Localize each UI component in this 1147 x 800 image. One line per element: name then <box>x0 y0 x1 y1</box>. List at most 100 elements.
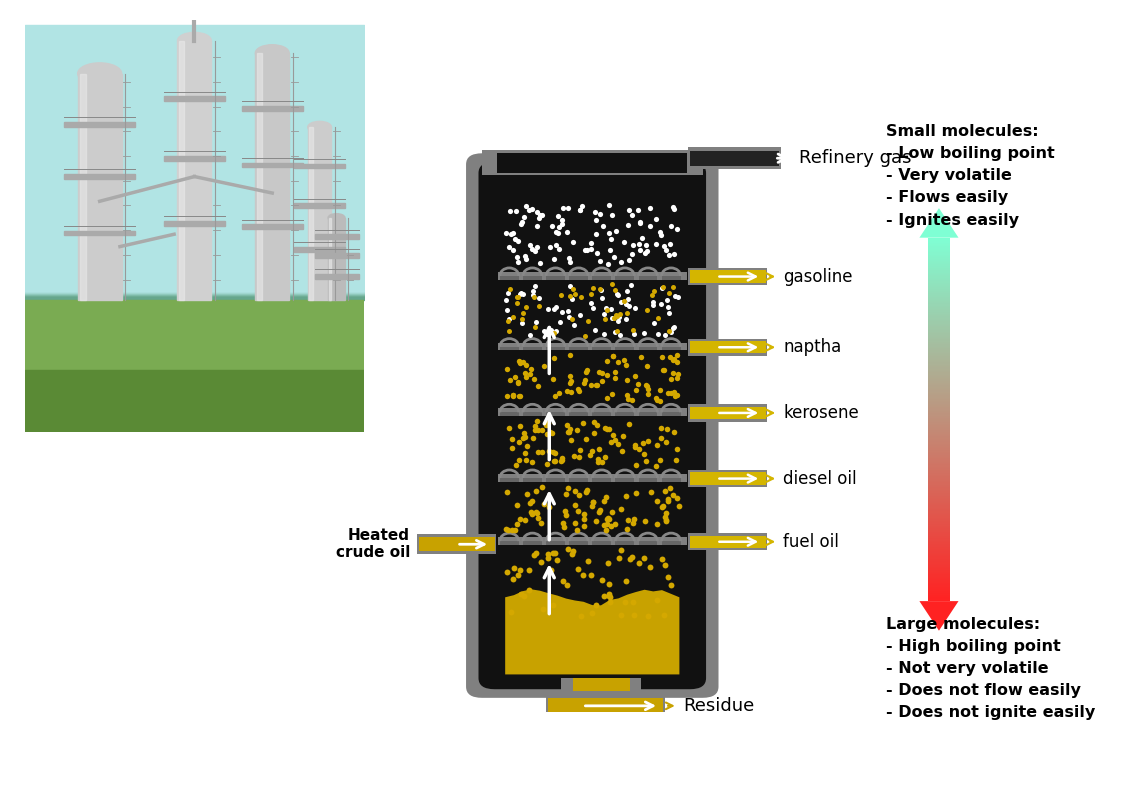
Bar <box>928 572 950 574</box>
Bar <box>592 346 611 350</box>
Point <box>565 516 584 529</box>
Point <box>654 280 672 293</box>
Point <box>651 298 670 310</box>
Point <box>615 236 633 249</box>
Bar <box>928 317 950 318</box>
Bar <box>928 349 950 350</box>
Bar <box>928 378 950 379</box>
Point <box>606 518 624 530</box>
Bar <box>690 151 779 166</box>
Point <box>508 297 526 310</box>
Bar <box>928 344 950 346</box>
Bar <box>523 541 541 545</box>
Point <box>570 489 588 502</box>
Point <box>512 587 530 600</box>
Point <box>535 325 553 338</box>
Point <box>582 288 600 301</box>
Bar <box>928 343 950 344</box>
Point <box>638 359 656 372</box>
Bar <box>928 310 950 311</box>
Point <box>615 430 633 442</box>
Point <box>507 498 525 511</box>
Point <box>595 328 614 341</box>
Point <box>561 279 579 292</box>
Bar <box>928 486 950 487</box>
Bar <box>928 445 950 446</box>
Point <box>563 236 582 249</box>
Point <box>623 247 641 260</box>
Bar <box>928 400 950 402</box>
Point <box>575 507 593 520</box>
Bar <box>546 346 565 350</box>
Point <box>662 372 680 385</box>
Point <box>514 306 532 319</box>
Point <box>668 348 686 361</box>
Bar <box>928 337 950 338</box>
Bar <box>928 263 950 264</box>
Bar <box>928 490 950 491</box>
Bar <box>928 554 950 555</box>
Point <box>600 198 618 211</box>
Bar <box>592 478 611 482</box>
Point <box>510 357 529 370</box>
Point <box>653 282 671 295</box>
FancyBboxPatch shape <box>466 154 718 698</box>
Bar <box>928 359 950 360</box>
Point <box>657 514 676 527</box>
Bar <box>928 566 950 567</box>
Bar <box>928 282 950 284</box>
Bar <box>928 414 950 416</box>
Bar <box>928 434 950 435</box>
Point <box>668 454 686 466</box>
Bar <box>164 96 225 101</box>
Point <box>647 212 665 225</box>
Point <box>531 257 549 270</box>
Bar <box>928 458 950 459</box>
Bar <box>928 318 950 319</box>
Bar <box>928 561 950 562</box>
Point <box>641 202 660 214</box>
Bar <box>179 41 185 300</box>
Point <box>526 424 545 437</box>
Point <box>611 609 630 622</box>
Bar <box>928 322 950 324</box>
Bar <box>928 476 950 478</box>
Bar <box>928 584 950 586</box>
Point <box>544 220 562 233</box>
Bar <box>928 429 950 430</box>
Point <box>629 203 647 216</box>
Point <box>600 513 618 526</box>
Bar <box>928 272 950 273</box>
Point <box>553 214 571 226</box>
Bar <box>928 256 950 257</box>
Point <box>598 392 616 405</box>
Point <box>651 454 670 466</box>
Bar <box>569 412 588 416</box>
Bar <box>928 598 950 600</box>
Point <box>662 238 680 250</box>
Point <box>524 373 543 386</box>
Bar <box>690 270 766 282</box>
Bar <box>690 473 766 485</box>
Point <box>593 574 611 587</box>
Point <box>583 569 601 582</box>
Point <box>658 492 677 505</box>
Point <box>500 240 518 253</box>
Point <box>582 378 600 391</box>
Point <box>557 578 576 591</box>
Bar <box>928 435 950 436</box>
Bar <box>928 334 950 336</box>
Point <box>583 242 601 255</box>
Point <box>610 307 629 320</box>
Point <box>518 439 537 452</box>
Bar <box>928 491 950 492</box>
Point <box>586 206 604 218</box>
Bar <box>928 304 950 306</box>
Point <box>653 350 671 363</box>
Bar <box>928 279 950 280</box>
Point <box>660 570 678 583</box>
Point <box>560 311 578 324</box>
Bar <box>314 234 359 239</box>
Point <box>525 420 544 433</box>
Bar <box>928 424 950 426</box>
